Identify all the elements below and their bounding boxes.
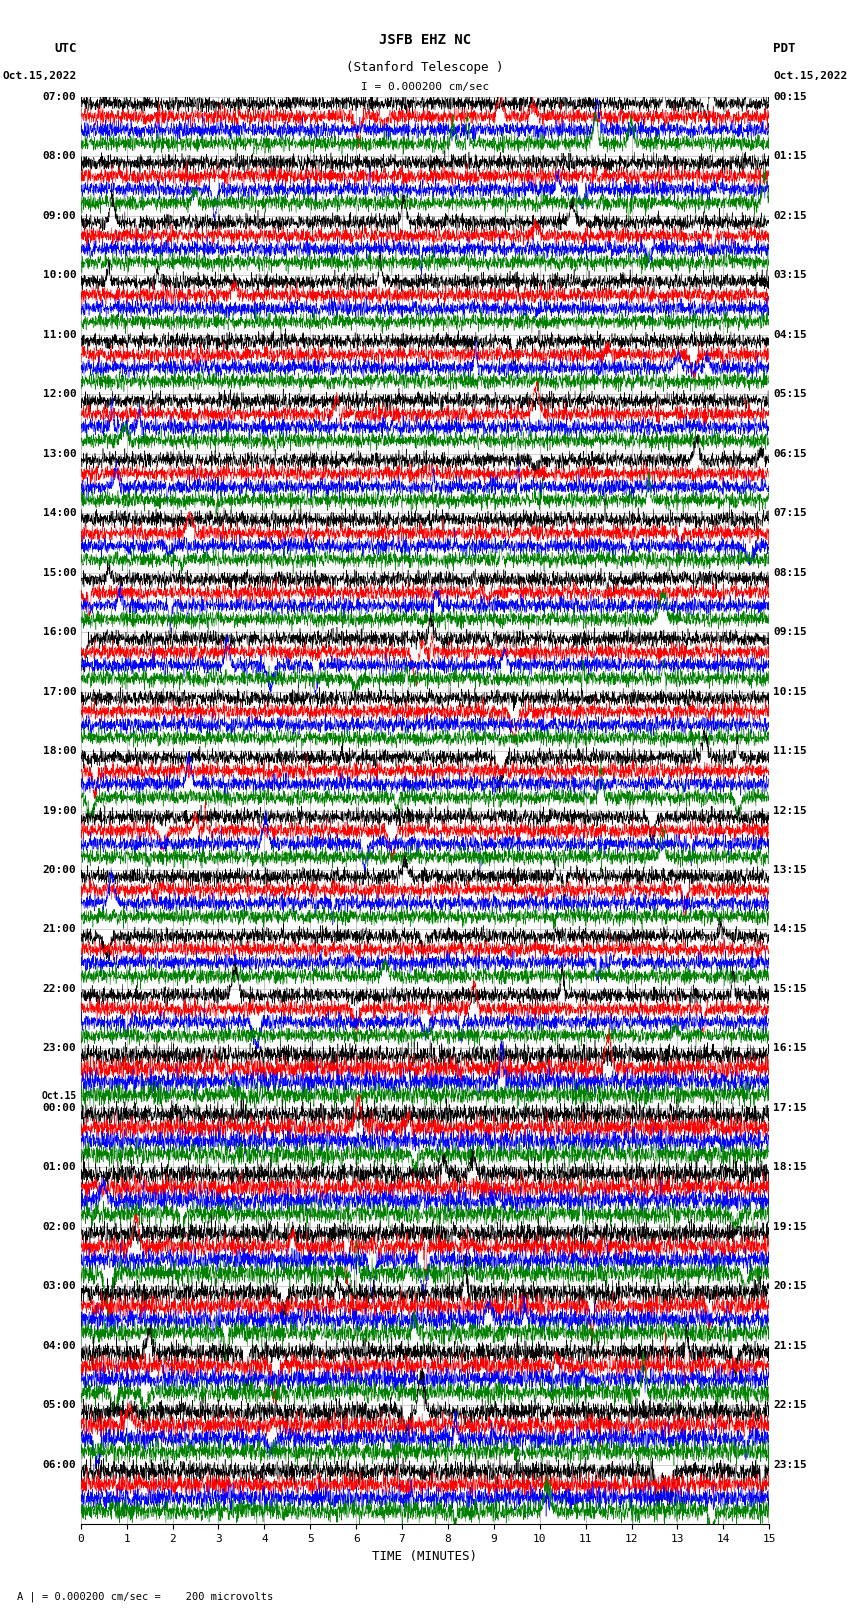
- Text: Oct.15: Oct.15: [42, 1092, 76, 1102]
- Text: 07:00: 07:00: [42, 92, 76, 102]
- Text: 23:15: 23:15: [774, 1460, 807, 1469]
- Text: 05:15: 05:15: [774, 389, 807, 398]
- Text: 16:15: 16:15: [774, 1044, 807, 1053]
- Text: 01:15: 01:15: [774, 152, 807, 161]
- Text: 07:15: 07:15: [774, 508, 807, 518]
- Text: 00:15: 00:15: [774, 92, 807, 102]
- Text: 23:00: 23:00: [42, 1044, 76, 1053]
- Text: 16:00: 16:00: [42, 627, 76, 637]
- Text: 04:15: 04:15: [774, 329, 807, 340]
- Text: 00:00: 00:00: [42, 1103, 76, 1113]
- Text: 13:15: 13:15: [774, 865, 807, 874]
- Text: I = 0.000200 cm/sec: I = 0.000200 cm/sec: [361, 82, 489, 92]
- Text: 02:00: 02:00: [42, 1223, 76, 1232]
- Text: 19:15: 19:15: [774, 1223, 807, 1232]
- Text: 09:00: 09:00: [42, 211, 76, 221]
- Text: 15:15: 15:15: [774, 984, 807, 994]
- Text: UTC: UTC: [54, 42, 76, 55]
- Text: 10:15: 10:15: [774, 687, 807, 697]
- Text: 22:15: 22:15: [774, 1400, 807, 1410]
- Text: 12:15: 12:15: [774, 805, 807, 816]
- Text: 21:15: 21:15: [774, 1340, 807, 1350]
- Text: 22:00: 22:00: [42, 984, 76, 994]
- Text: 11:00: 11:00: [42, 329, 76, 340]
- Text: 20:15: 20:15: [774, 1281, 807, 1292]
- Text: 17:00: 17:00: [42, 687, 76, 697]
- Text: 08:00: 08:00: [42, 152, 76, 161]
- X-axis label: TIME (MINUTES): TIME (MINUTES): [372, 1550, 478, 1563]
- Text: 13:00: 13:00: [42, 448, 76, 458]
- Text: 01:00: 01:00: [42, 1163, 76, 1173]
- Text: 05:00: 05:00: [42, 1400, 76, 1410]
- Text: 19:00: 19:00: [42, 805, 76, 816]
- Text: 08:15: 08:15: [774, 568, 807, 577]
- Text: 17:15: 17:15: [774, 1103, 807, 1113]
- Text: Oct.15,2022: Oct.15,2022: [3, 71, 76, 81]
- Text: 18:15: 18:15: [774, 1163, 807, 1173]
- Text: 06:00: 06:00: [42, 1460, 76, 1469]
- Text: 06:15: 06:15: [774, 448, 807, 458]
- Text: A | = 0.000200 cm/sec =    200 microvolts: A | = 0.000200 cm/sec = 200 microvolts: [17, 1592, 273, 1602]
- Text: PDT: PDT: [774, 42, 796, 55]
- Text: (Stanford Telescope ): (Stanford Telescope ): [346, 61, 504, 74]
- Text: 09:15: 09:15: [774, 627, 807, 637]
- Text: 03:00: 03:00: [42, 1281, 76, 1292]
- Text: 03:15: 03:15: [774, 271, 807, 281]
- Text: 15:00: 15:00: [42, 568, 76, 577]
- Text: 11:15: 11:15: [774, 747, 807, 756]
- Text: Oct.15,2022: Oct.15,2022: [774, 71, 847, 81]
- Text: 18:00: 18:00: [42, 747, 76, 756]
- Text: JSFB EHZ NC: JSFB EHZ NC: [379, 34, 471, 47]
- Text: 10:00: 10:00: [42, 271, 76, 281]
- Text: 04:00: 04:00: [42, 1340, 76, 1350]
- Text: 14:15: 14:15: [774, 924, 807, 934]
- Text: 12:00: 12:00: [42, 389, 76, 398]
- Text: 02:15: 02:15: [774, 211, 807, 221]
- Text: 20:00: 20:00: [42, 865, 76, 874]
- Text: 21:00: 21:00: [42, 924, 76, 934]
- Text: 14:00: 14:00: [42, 508, 76, 518]
